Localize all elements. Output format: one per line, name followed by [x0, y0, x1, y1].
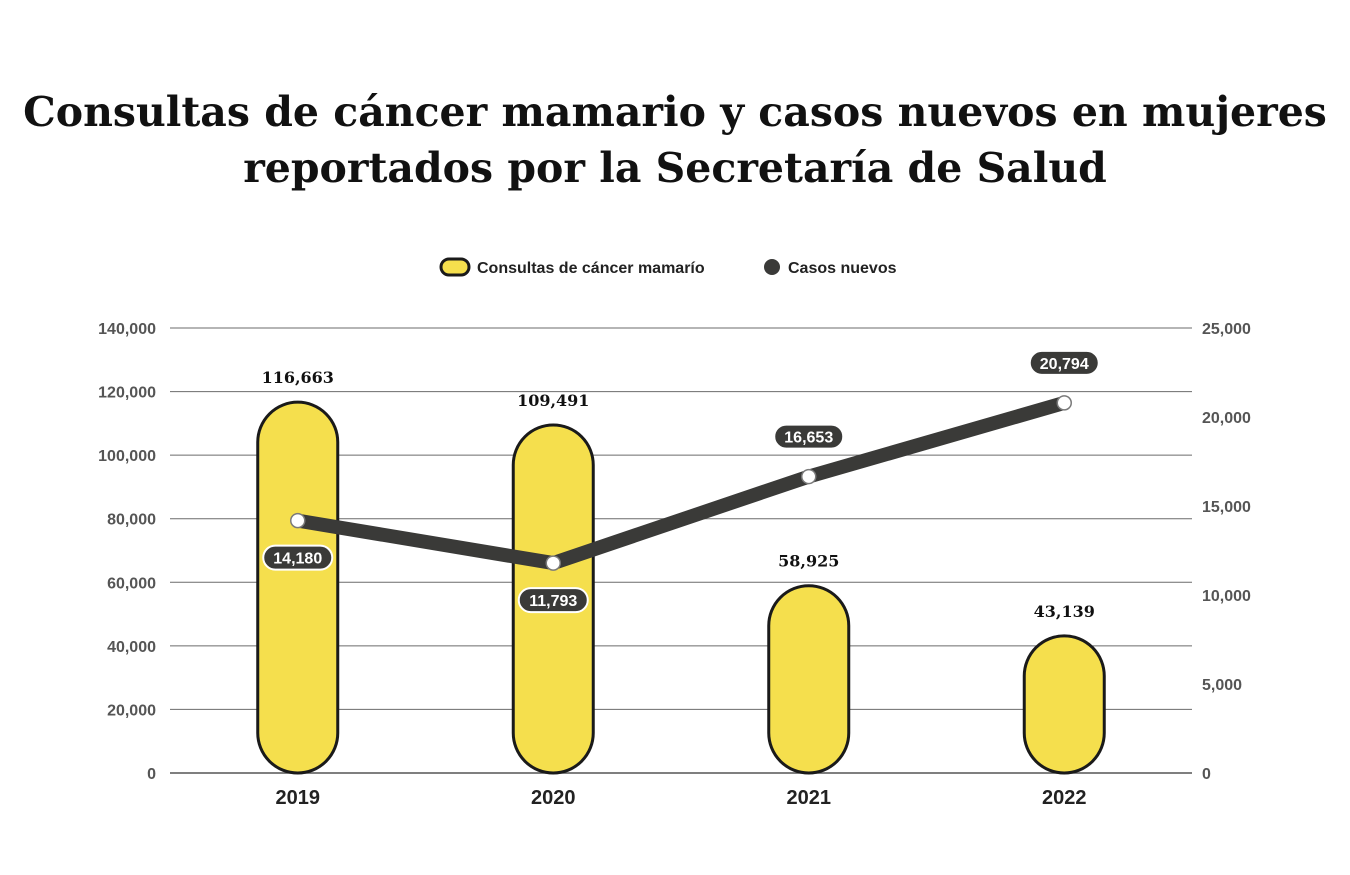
y-right-tick-label: 5,000	[1202, 677, 1242, 694]
legend-label-casos: Casos nuevos	[788, 260, 897, 277]
legend: Consultas de cáncer mamarío Casos nuevos	[439, 257, 897, 277]
bar-value-label: 58,925	[778, 552, 839, 571]
series-line	[290, 395, 1072, 571]
y-right-tick-label: 15,000	[1202, 499, 1251, 516]
chart-title: Consultas de cáncer mamario y casos nuev…	[23, 88, 1327, 192]
y-left-tick-label: 140,000	[98, 321, 156, 338]
line-point	[801, 468, 817, 485]
y-left-tick-label: 100,000	[98, 448, 156, 465]
line-label-bg	[773, 423, 845, 450]
bar-value-label: 109,491	[517, 391, 589, 410]
bar	[256, 400, 340, 775]
x-tick-label: 2019	[276, 787, 321, 809]
y-right-tick-label: 20,000	[1202, 410, 1251, 427]
y-axis-right: 0 5,000 10,000 15,000 20,000 25,000	[1202, 321, 1251, 783]
legend-swatch-consultas	[439, 257, 471, 277]
line-value-label: 11,793	[529, 593, 577, 610]
line-point	[1056, 395, 1072, 411]
x-tick-label: 2021	[787, 787, 832, 809]
bar	[1022, 634, 1106, 775]
line-label-bg	[517, 587, 589, 614]
y-right-tick-label: 25,000	[1202, 321, 1251, 338]
bar-series	[256, 400, 1106, 775]
y-left-tick-label: 40,000	[107, 639, 156, 656]
x-tick-label: 2020	[531, 787, 576, 809]
y-left-tick-label: 0	[147, 766, 156, 783]
legend-swatch-casos	[764, 259, 780, 275]
bar-value-labels: 116,663 109,491 58,925 43,139	[262, 368, 1095, 621]
line-value-label: 14,180	[273, 551, 322, 568]
y-right-tick-label: 0	[1202, 766, 1211, 783]
y-left-tick-label: 120,000	[98, 385, 156, 402]
line-value-label: 16,653	[784, 430, 833, 447]
bar-value-label: 43,139	[1034, 602, 1095, 621]
bar-value-label: 116,663	[262, 368, 334, 387]
y-left-tick-label: 20,000	[107, 702, 156, 719]
y-left-tick-label: 60,000	[107, 575, 156, 592]
bar	[767, 584, 851, 775]
line-point	[290, 512, 306, 529]
line-label-bg	[262, 544, 334, 571]
gridlines	[170, 327, 1192, 774]
line-series: 14,180 11,793 16,653 20,794	[262, 349, 1100, 614]
y-left-tick-label: 80,000	[107, 512, 156, 529]
line-value-label: 20,794	[1040, 356, 1089, 373]
line-point	[545, 555, 561, 571]
x-axis: 2019 2020 2021 2022	[276, 787, 1087, 809]
line-label-bg	[1028, 349, 1100, 376]
y-right-tick-label: 10,000	[1202, 588, 1251, 605]
x-tick-label: 2022	[1042, 787, 1087, 809]
y-axis-left: 0 20,000 40,000 60,000 80,000 100,000 120,000 1…	[98, 321, 156, 783]
legend-label-consultas: Consultas de cáncer mamarío	[477, 260, 705, 277]
